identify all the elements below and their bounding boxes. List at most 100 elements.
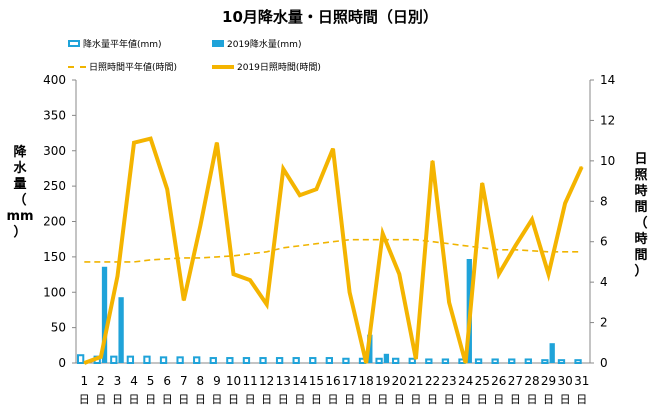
x-tick-day-label: 日 [145,393,156,406]
right-axis-label-char: 日 [634,152,647,167]
x-tick-day-label: 日 [228,393,239,406]
legend-precip-2019: 2019降水量(mm) [212,37,301,50]
point-sun-2019 [415,358,417,360]
bar-normal-precip [325,357,333,364]
legend-normal-precip-swatch [68,40,80,47]
bar-normal-precip [226,357,234,364]
left-axis-label-char: mm [6,209,33,224]
right-tick-label: 8 [600,194,608,208]
bar-normal-precip [275,357,284,364]
bar-normal-precip [524,358,532,364]
x-tick-label: 11 [242,374,257,388]
chart-title: 10月降水量・日照時間（日別） [222,8,438,26]
x-tick-day-label: 日 [444,393,455,406]
bar-normal-precip [110,355,118,365]
x-tick-day-label: 日 [510,393,521,406]
bar-normal-precip [242,357,251,364]
x-tick-day-label: 日 [377,393,388,406]
point-sun-2019 [282,168,285,170]
bar-normal-precip [541,359,549,365]
legend-normal-precip-label: 降水量平年値(mm) [83,40,162,50]
bar-precip-2019 [549,343,555,363]
x-tick-label: 5 [147,374,155,388]
point-sun-2019 [182,299,185,302]
x-tick-label: 8 [197,374,205,388]
point-sun-2019 [481,182,484,184]
left-axis-label-char: ） [13,224,26,240]
point-sun-2019 [116,275,119,277]
point-sun-2019 [83,362,86,364]
bar-normal-precip [425,358,433,364]
point-sun-2019 [498,273,500,275]
x-tick-label: 15 [309,374,324,388]
bar-normal-precip [557,359,566,365]
legend-normal-sun: 日照時間平年値(時間) [68,60,177,73]
x-tick-label: 21 [408,374,423,388]
x-tick-day-label: 日 [394,393,405,406]
x-tick-label: 2 [97,374,105,388]
x-tick-day-label: 日 [328,393,339,406]
x-tick-label: 20 [392,374,407,388]
left-tick-label: 250 [43,179,66,193]
x-tick-day-label: 日 [162,393,173,406]
x-tick-label: 12 [259,374,274,388]
point-sun-2019 [232,273,235,275]
right-tick-label: 4 [600,275,608,289]
x-tick-day-label: 日 [410,393,421,406]
x-tick-day-label: 日 [344,393,355,406]
point-sun-2019 [149,137,152,140]
line-sun-2019 [83,136,584,365]
left-tick-label: 300 [43,144,66,158]
left-axis-label-char: 水 [13,160,27,176]
bar-normal-precip [209,357,217,364]
right-axis-label-char: 間 [634,248,647,263]
x-tick-label: 7 [180,374,188,388]
bar-normal-precip [159,356,168,364]
x-tick-label: 18 [359,374,374,388]
left-tick-label: 0 [58,356,66,370]
x-tick-day-label: 日 [460,393,471,406]
legend-normal-sun-label: 日照時間平年値(時間) [89,63,178,73]
right-tick-label: 14 [600,73,615,87]
bar-normal-precip [491,358,499,364]
x-tick-day-label: 日 [129,393,140,406]
legend-sun-2019: 2019日照時間(時間) [212,60,321,73]
x-tick-day-label: 日 [211,393,222,406]
x-tick-label: 3 [114,374,122,388]
x-tick-label: 16 [325,374,340,388]
x-tick-label: 31 [574,374,589,388]
bar-normal-precip [342,357,350,365]
x-tick-day-label: 日 [294,393,305,406]
right-axis-label-char: 照 [634,168,647,183]
point-sun-2019 [431,160,434,162]
x-tick-label: 19 [375,374,390,388]
point-sun-2019 [166,188,168,190]
bar-normal-precip [474,358,483,364]
x-tick-label: 10 [226,374,241,388]
right-tick-label: 6 [600,235,608,249]
point-sun-2019 [315,188,318,190]
x-tick-day-label: 日 [477,393,488,406]
left-axis-label-char: 降 [13,144,27,160]
bar-precip-2019 [101,266,108,363]
point-sun-2019 [464,362,467,364]
left-tick-label: 400 [43,73,66,87]
right-tick-label: 0 [600,356,608,370]
bar-normal-precip [392,357,400,365]
line-normal-sun [84,238,582,263]
point-sun-2019 [265,303,268,306]
x-tick-label: 1 [80,374,88,388]
left-tick-label: 50 [51,321,66,335]
right-axis-label-char: 時 [634,183,647,199]
right-axis-label-char: （ [634,215,647,231]
x-tick-label: 24 [458,374,473,388]
x-tick-day-label: 日 [543,393,554,406]
x-tick-day-label: 日 [112,393,123,406]
x-tick-label: 23 [441,374,456,388]
x-tick-label: 6 [163,374,171,388]
legend-normal-sun-swatch [68,65,86,68]
x-tick-label: 4 [130,374,138,388]
point-sun-2019 [547,273,550,275]
x-tick-day-label: 日 [79,393,90,406]
